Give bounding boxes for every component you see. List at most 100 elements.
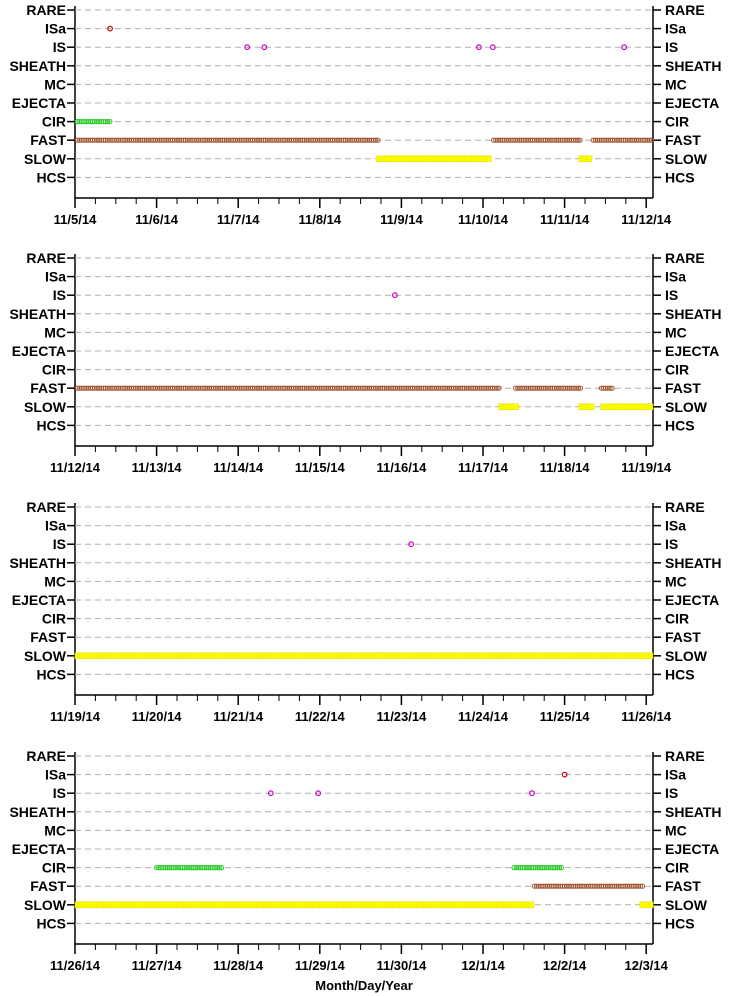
y-label-right-hcs: HCS <box>665 417 695 433</box>
point-cir <box>105 119 111 125</box>
y-label-right-ejecta: EJECTA <box>665 841 719 857</box>
point-cir <box>558 865 565 871</box>
y-label-left-slow: SLOW <box>24 897 67 913</box>
y-label-left-rare: RARE <box>26 748 66 764</box>
y-label-right-is: IS <box>665 785 678 801</box>
x-tick-label: 11/11/14 <box>540 212 590 227</box>
y-label-right-mc: MC <box>665 76 687 92</box>
panel-3: RARE RARE ISa ISa IS IS SHEATH SHEATH MC MC EJECTA… <box>9 499 721 724</box>
y-label-right-slow: SLOW <box>665 399 708 415</box>
x-tick-label: 11/24/14 <box>458 709 509 724</box>
y-label-left-isa: ISa <box>45 269 66 285</box>
point-fast <box>639 883 646 889</box>
y-label-left-ejecta: EJECTA <box>12 841 66 857</box>
y-label-right-cir: CIR <box>665 362 689 378</box>
point-slow <box>528 901 535 909</box>
y-label-left-is: IS <box>53 39 66 55</box>
point-slow <box>647 403 654 411</box>
x-tick-label: 11/16/14 <box>376 460 427 475</box>
x-tick-label: 11/27/14 <box>132 958 183 973</box>
y-label-right-hcs: HCS <box>665 915 695 931</box>
y-label-left-cir: CIR <box>42 611 66 627</box>
y-label-right-rare: RARE <box>665 748 705 764</box>
y-label-left-rare: RARE <box>26 499 66 515</box>
point-fast <box>577 385 584 391</box>
y-label-right-is: IS <box>665 39 678 55</box>
y-label-right-cir: CIR <box>665 611 689 627</box>
y-label-left-cir: CIR <box>42 114 66 130</box>
x-tick-label: 11/30/14 <box>376 958 427 973</box>
y-label-left-mc: MC <box>44 76 66 92</box>
point-fast <box>375 137 381 143</box>
point-is <box>489 44 496 51</box>
y-label-right-sheath: SHEATH <box>665 555 722 571</box>
x-tick-label: 11/5/14 <box>54 212 97 227</box>
point-is <box>267 790 274 797</box>
y-label-left-rare: RARE <box>26 250 66 266</box>
x-axis-title: Month/Day/Year <box>315 978 413 993</box>
y-label-left-hcs: HCS <box>36 915 66 931</box>
point-is <box>529 790 535 797</box>
y-label-left-isa: ISa <box>45 21 66 37</box>
point-fast <box>646 137 652 143</box>
y-label-left-fast: FAST <box>30 132 66 148</box>
point-isa <box>107 25 113 32</box>
x-tick-label: 11/7/14 <box>217 212 260 227</box>
y-label-left-is: IS <box>53 287 66 303</box>
x-tick-label: 11/15/14 <box>295 460 346 475</box>
y-label-right-cir: CIR <box>665 860 689 876</box>
x-tick-label: 11/19/14 <box>50 709 101 724</box>
y-label-left-mc: MC <box>44 822 66 838</box>
y-label-left-slow: SLOW <box>24 399 67 415</box>
point-slow <box>589 403 595 411</box>
point-is <box>476 44 482 51</box>
y-label-left-mc: MC <box>44 324 66 340</box>
x-tick-label: 12/1/14 <box>461 958 505 973</box>
point-is <box>315 790 322 797</box>
x-tick-label: 11/12/14 <box>621 212 672 227</box>
x-tick-label: 11/28/14 <box>213 958 264 973</box>
x-tick-label: 11/25/14 <box>540 709 591 724</box>
y-label-left-slow: SLOW <box>24 151 67 167</box>
y-label-right-fast: FAST <box>665 132 701 148</box>
y-label-left-hcs: HCS <box>36 666 66 682</box>
y-label-left-sheath: SHEATH <box>9 306 66 322</box>
point-fast <box>373 137 379 143</box>
y-label-right-hcs: HCS <box>665 666 695 682</box>
y-label-right-cir: CIR <box>665 114 689 130</box>
y-label-left-ejecta: EJECTA <box>12 95 66 111</box>
y-label-left-fast: FAST <box>30 629 66 645</box>
x-tick-label: 11/29/14 <box>295 958 346 973</box>
point-slow <box>648 901 654 909</box>
y-label-right-ejecta: EJECTA <box>665 592 719 608</box>
y-label-right-isa: ISa <box>665 21 686 37</box>
x-tick-label: 11/26/14 <box>50 958 101 973</box>
x-tick-label: 11/23/14 <box>376 709 427 724</box>
y-label-right-rare: RARE <box>665 250 705 266</box>
panel-4: RARE RARE ISa ISa IS IS SHEATH SHEATH MC MC EJECTA… <box>9 748 721 973</box>
y-label-right-hcs: HCS <box>665 169 695 185</box>
y-label-left-sheath: SHEATH <box>9 58 66 74</box>
point-slow <box>513 403 519 411</box>
y-label-right-fast: FAST <box>665 380 701 396</box>
y-label-right-slow: SLOW <box>665 897 708 913</box>
y-label-left-mc: MC <box>44 573 66 589</box>
y-label-right-sheath: SHEATH <box>665 306 722 322</box>
point-slow <box>486 155 492 163</box>
y-label-right-isa: ISa <box>665 269 686 285</box>
point-fast <box>609 385 615 391</box>
point-cir <box>218 865 225 871</box>
point-is <box>261 44 268 51</box>
y-label-left-is: IS <box>53 785 66 801</box>
point-slow <box>586 155 593 163</box>
x-tick-label: 11/8/14 <box>298 212 341 227</box>
y-label-right-slow: SLOW <box>665 648 708 664</box>
point-is <box>621 44 628 51</box>
point-fast <box>494 385 500 391</box>
panel-1: RARE RARE ISa ISa IS IS SHEATH SHEATH MC MC EJECTA… <box>9 2 721 227</box>
y-label-left-cir: CIR <box>42 860 66 876</box>
point-cir <box>107 119 113 125</box>
y-label-right-is: IS <box>665 287 678 303</box>
point-is <box>408 541 415 548</box>
